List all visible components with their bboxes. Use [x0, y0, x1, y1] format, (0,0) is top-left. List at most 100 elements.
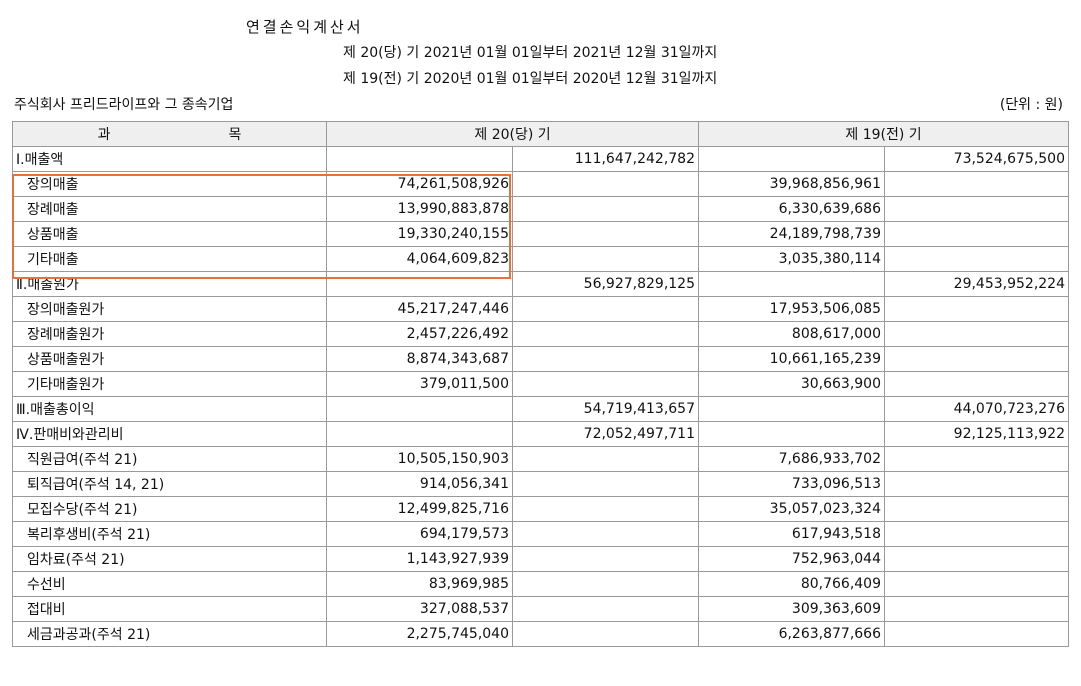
prior-detail-cell: 6,263,877,666 [698, 621, 885, 647]
prior-total-cell [884, 246, 1069, 272]
table-row: 세금과공과(주석 21) 2,275,745,040 6,263,877,666 [12, 621, 1069, 647]
table-row: 모집수당(주석 21) 12,499,825,716 35,057,023,324 [12, 496, 1069, 522]
statement-title: 연결손익계산서 [246, 18, 364, 36]
prior-total-cell [884, 621, 1069, 647]
current-detail-cell [326, 421, 513, 447]
current-detail-cell: 379,011,500 [326, 371, 513, 397]
prior-detail-cell: 24,189,798,739 [698, 221, 885, 247]
prior-detail-cell: 17,953,506,085 [698, 296, 885, 322]
current-total-cell [512, 246, 699, 272]
prior-detail-cell: 7,686,933,702 [698, 446, 885, 472]
current-detail-cell: 1,143,927,939 [326, 546, 513, 572]
current-detail-cell: 12,499,825,716 [326, 496, 513, 522]
table-row: 상품매출 19,330,240,155 24,189,798,739 [12, 221, 1069, 247]
prior-total-cell [884, 221, 1069, 247]
current-detail-cell: 13,990,883,878 [326, 196, 513, 222]
prior-detail-cell: 808,617,000 [698, 321, 885, 347]
current-detail-cell: 83,969,985 [326, 571, 513, 597]
table-row: 장례매출 13,990,883,878 6,330,639,686 [12, 196, 1069, 222]
current-detail-cell [326, 271, 513, 297]
current-detail-cell: 694,179,573 [326, 521, 513, 547]
prior-total-cell: 44,070,723,276 [884, 396, 1069, 422]
current-total-cell: 111,647,242,782 [512, 146, 699, 172]
current-detail-cell: 10,505,150,903 [326, 446, 513, 472]
row-label: 복리후생비(주석 21) [12, 521, 327, 547]
row-label: 상품매출 [12, 221, 327, 247]
unit-label: (단위 : 원) [999, 97, 1063, 113]
table-row: 기타매출 4,064,609,823 3,035,380,114 [12, 246, 1069, 272]
prior-total-cell [884, 496, 1069, 522]
row-label: 상품매출원가 [12, 346, 327, 372]
prior-total-cell [884, 346, 1069, 372]
current-total-cell [512, 571, 699, 597]
row-label: 세금과공과(주석 21) [12, 621, 327, 647]
prior-total-cell [884, 521, 1069, 547]
period-current: 제 20(당) 기 2021년 01월 01일부터 2021년 12월 31일까… [343, 45, 718, 61]
current-total-cell [512, 546, 699, 572]
header-current-period: 제 20(당) 기 [326, 121, 699, 147]
row-label: 수선비 [12, 571, 327, 597]
current-total-cell [512, 621, 699, 647]
current-total-cell [512, 496, 699, 522]
header-subject-a: 과 [97, 127, 111, 143]
row-label: 기타매출 [12, 246, 327, 272]
row-label: 장의매출 [12, 171, 327, 197]
prior-total-cell [884, 546, 1069, 572]
prior-detail-cell [698, 146, 885, 172]
prior-detail-cell: 80,766,409 [698, 571, 885, 597]
prior-total-cell [884, 321, 1069, 347]
table-row: 직원급여(주석 21) 10,505,150,903 7,686,933,702 [12, 446, 1069, 472]
prior-detail-cell: 6,330,639,686 [698, 196, 885, 222]
table-row: Ⅱ.매출원가 56,927,829,125 29,453,952,224 [12, 271, 1069, 297]
table-row: 수선비 83,969,985 80,766,409 [12, 571, 1069, 597]
period-prior: 제 19(전) 기 2020년 01월 01일부터 2020년 12월 31일까… [343, 71, 718, 87]
current-total-cell [512, 596, 699, 622]
prior-detail-cell: 752,963,044 [698, 546, 885, 572]
prior-total-cell [884, 371, 1069, 397]
row-label: Ⅳ.판매비와관리비 [12, 421, 327, 447]
current-total-cell: 56,927,829,125 [512, 271, 699, 297]
prior-detail-cell [698, 421, 885, 447]
table-row: Ⅰ.매출액 111,647,242,782 73,524,675,500 [12, 146, 1069, 172]
table-row: 장의매출원가 45,217,247,446 17,953,506,085 [12, 296, 1069, 322]
row-label: Ⅲ.매출총이익 [12, 396, 327, 422]
table-row: 장례매출원가 2,457,226,492 808,617,000 [12, 321, 1069, 347]
prior-total-cell [884, 471, 1069, 497]
table-row: 임차료(주석 21) 1,143,927,939 752,963,044 [12, 546, 1069, 572]
table-row: 복리후생비(주석 21) 694,179,573 617,943,518 [12, 521, 1069, 547]
current-detail-cell: 327,088,537 [326, 596, 513, 622]
row-label: 퇴직급여(주석 14, 21) [12, 471, 327, 497]
prior-total-cell [884, 171, 1069, 197]
table-row: Ⅲ.매출총이익 54,719,413,657 44,070,723,276 [12, 396, 1069, 422]
prior-detail-cell: 733,096,513 [698, 471, 885, 497]
prior-total-cell: 92,125,113,922 [884, 421, 1069, 447]
current-detail-cell: 914,056,341 [326, 471, 513, 497]
prior-detail-cell: 617,943,518 [698, 521, 885, 547]
row-label: 기타매출원가 [12, 371, 327, 397]
table-row: 퇴직급여(주석 14, 21) 914,056,341 733,096,513 [12, 471, 1069, 497]
prior-detail-cell: 39,968,856,961 [698, 171, 885, 197]
prior-detail-cell: 309,363,609 [698, 596, 885, 622]
prior-total-cell: 73,524,675,500 [884, 146, 1069, 172]
header-subject-b: 목 [228, 127, 242, 143]
current-detail-cell: 2,275,745,040 [326, 621, 513, 647]
prior-detail-cell: 30,663,900 [698, 371, 885, 397]
table-row: 장의매출 74,261,508,926 39,968,856,961 [12, 171, 1069, 197]
current-detail-cell [326, 396, 513, 422]
prior-detail-cell: 35,057,023,324 [698, 496, 885, 522]
row-label: 모집수당(주석 21) [12, 496, 327, 522]
prior-detail-cell: 10,661,165,239 [698, 346, 885, 372]
row-label: 장례매출 [12, 196, 327, 222]
header-prior-period: 제 19(전) 기 [698, 121, 1069, 147]
current-total-cell [512, 196, 699, 222]
prior-detail-cell: 3,035,380,114 [698, 246, 885, 272]
current-total-cell [512, 221, 699, 247]
current-total-cell: 72,052,497,711 [512, 421, 699, 447]
row-label: 접대비 [12, 596, 327, 622]
current-detail-cell: 19,330,240,155 [326, 221, 513, 247]
prior-total-cell [884, 596, 1069, 622]
current-detail-cell: 74,261,508,926 [326, 171, 513, 197]
current-total-cell [512, 371, 699, 397]
